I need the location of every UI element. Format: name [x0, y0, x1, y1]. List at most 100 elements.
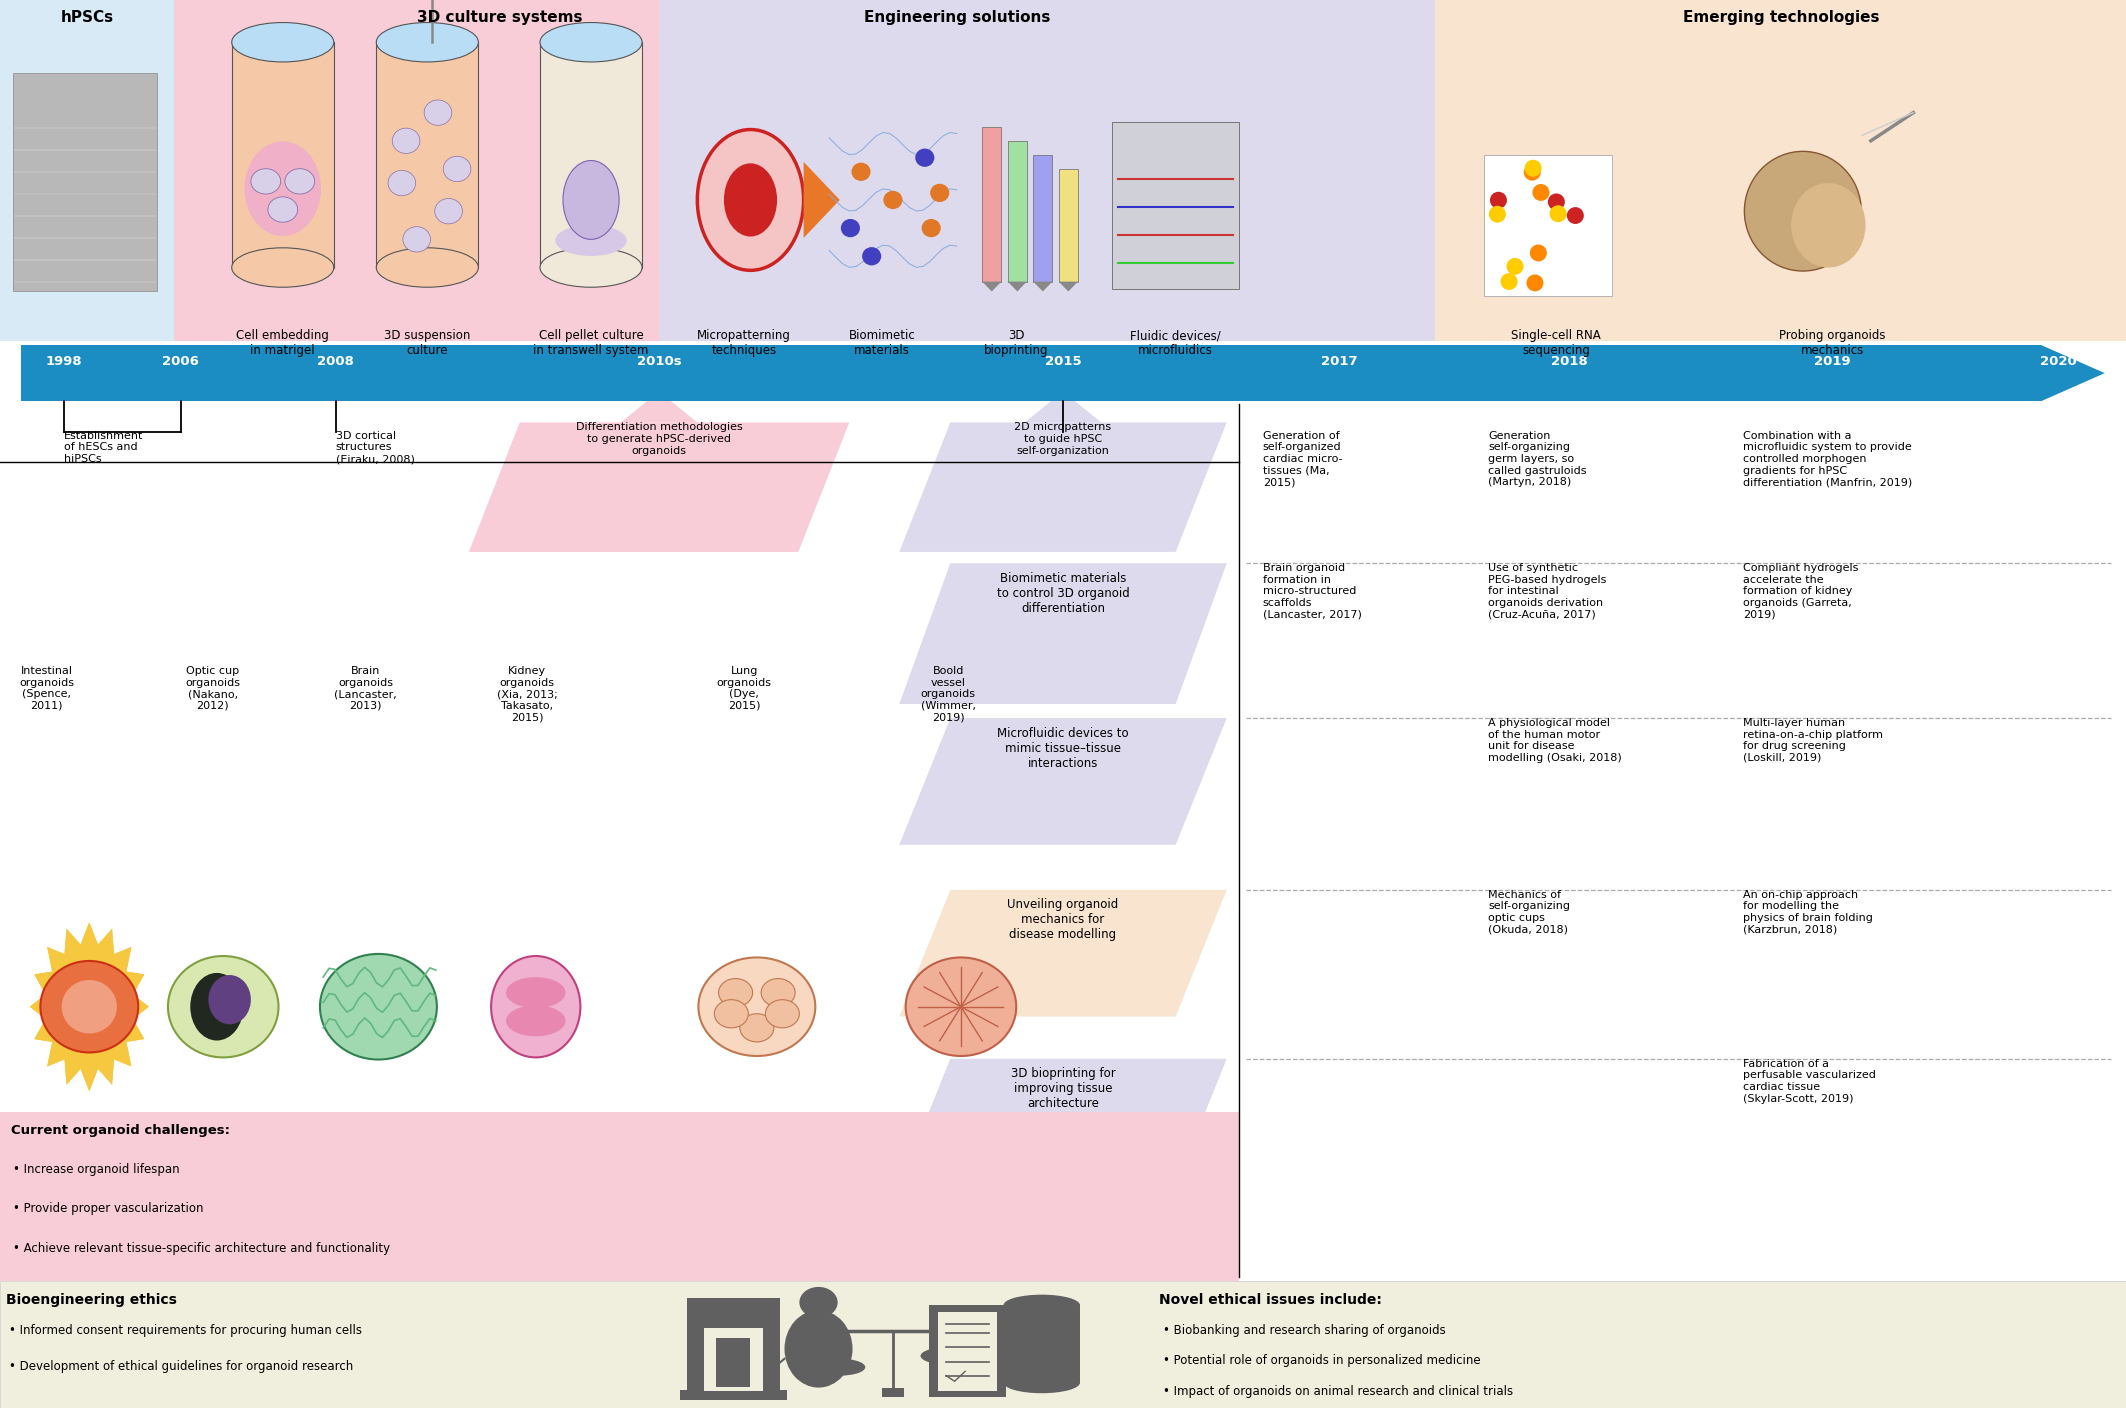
Ellipse shape [1526, 275, 1543, 291]
Ellipse shape [1003, 1349, 1080, 1369]
Text: Lung
organoids
(Dye,
2015): Lung organoids (Dye, 2015) [716, 666, 772, 711]
FancyBboxPatch shape [1435, 0, 2126, 341]
Ellipse shape [1567, 207, 1584, 224]
Polygon shape [30, 922, 149, 1091]
Text: Use of synthetic
PEG-based hydrogels
for intestinal
organoids derivation
(Cruz-A: Use of synthetic PEG-based hydrogels for… [1488, 563, 1607, 620]
Ellipse shape [244, 141, 321, 237]
Ellipse shape [1003, 1371, 1080, 1394]
Ellipse shape [1550, 206, 1567, 222]
Ellipse shape [208, 974, 251, 1025]
Ellipse shape [232, 23, 334, 62]
Ellipse shape [1490, 191, 1507, 208]
Text: • Development of ethical guidelines for organoid research: • Development of ethical guidelines for … [9, 1360, 353, 1373]
FancyBboxPatch shape [1008, 141, 1027, 282]
Ellipse shape [491, 956, 580, 1057]
Polygon shape [1059, 282, 1078, 291]
Text: Cell embedding
in matrigel: Cell embedding in matrigel [236, 329, 330, 358]
Ellipse shape [1743, 152, 1862, 270]
Ellipse shape [719, 979, 753, 1007]
Polygon shape [899, 422, 1227, 552]
Ellipse shape [931, 183, 948, 201]
Ellipse shape [1548, 193, 1565, 210]
Text: 2019: 2019 [1813, 355, 1852, 367]
Text: 2008: 2008 [317, 355, 355, 367]
Text: Unveiling organoid
mechanics for
disease modelling: Unveiling organoid mechanics for disease… [1008, 898, 1118, 942]
Text: Biomimetic materials
to control 3D organoid
differentiation: Biomimetic materials to control 3D organ… [997, 572, 1129, 615]
FancyBboxPatch shape [376, 42, 478, 268]
Text: Probing organoids
mechanics: Probing organoids mechanics [1779, 329, 1886, 358]
Text: Combination with a
microfluidic system to provide
controlled morphogen
gradients: Combination with a microfluidic system t… [1743, 431, 1913, 487]
Ellipse shape [442, 156, 472, 182]
FancyBboxPatch shape [1059, 169, 1078, 282]
Text: 3D suspension
culture: 3D suspension culture [385, 329, 470, 358]
Text: Differentiation methodologies
to generate hPSC-derived
organoids: Differentiation methodologies to generat… [576, 422, 742, 456]
Text: 2017: 2017 [1320, 355, 1359, 367]
Ellipse shape [423, 100, 453, 125]
Text: Generation
self-organizing
germ layers, so
called gastruloids
(Martyn, 2018): Generation self-organizing germ layers, … [1488, 431, 1586, 487]
FancyBboxPatch shape [982, 127, 1001, 282]
FancyBboxPatch shape [232, 42, 334, 268]
Text: Current organoid challenges:: Current organoid challenges: [11, 1124, 230, 1136]
Ellipse shape [387, 170, 417, 196]
FancyBboxPatch shape [174, 0, 659, 341]
FancyBboxPatch shape [1484, 155, 1612, 296]
Ellipse shape [914, 148, 935, 166]
Ellipse shape [697, 130, 804, 270]
Polygon shape [621, 391, 697, 422]
FancyBboxPatch shape [882, 1388, 904, 1397]
Ellipse shape [506, 1005, 566, 1036]
Text: Multi-layer human
retina-on-a-chip platform
for drug screening
(Loskill, 2019): Multi-layer human retina-on-a-chip platf… [1743, 718, 1884, 763]
Ellipse shape [1003, 1295, 1080, 1315]
Text: 2006: 2006 [162, 355, 200, 367]
Text: 3D bioprinting for
improving tissue
architecture: 3D bioprinting for improving tissue arch… [1010, 1067, 1116, 1111]
Text: • Impact of organoids on animal research and clinical trials: • Impact of organoids on animal research… [1163, 1385, 1514, 1398]
Ellipse shape [799, 1287, 838, 1318]
Text: 3D culture systems: 3D culture systems [417, 10, 583, 25]
Ellipse shape [1488, 206, 1505, 222]
Text: 2D micropatterns
to guide hPSC
self-organization: 2D micropatterns to guide hPSC self-orga… [1014, 422, 1112, 456]
Text: • Provide proper vascularization: • Provide proper vascularization [13, 1202, 204, 1215]
Text: Compliant hydrogels
accelerate the
formation of kidney
organoids (Garreta,
2019): Compliant hydrogels accelerate the forma… [1743, 563, 1858, 620]
Polygon shape [30, 922, 149, 1091]
Ellipse shape [884, 190, 904, 208]
Ellipse shape [863, 248, 880, 266]
Text: • Increase organoid lifespan: • Increase organoid lifespan [13, 1163, 179, 1176]
Text: 1998: 1998 [45, 355, 83, 367]
Ellipse shape [191, 973, 242, 1041]
Ellipse shape [850, 163, 872, 182]
Ellipse shape [765, 1000, 799, 1028]
Text: • Achieve relevant tissue-specific architecture and functionality: • Achieve relevant tissue-specific archi… [13, 1242, 389, 1255]
Text: hPSCs: hPSCs [62, 10, 113, 25]
Ellipse shape [319, 955, 438, 1060]
Text: Optic cup
organoids
(Nakano,
2012): Optic cup organoids (Nakano, 2012) [185, 666, 240, 711]
Text: 3D cortical
structures
(Eiraku, 2008): 3D cortical structures (Eiraku, 2008) [336, 431, 415, 465]
Ellipse shape [842, 218, 861, 237]
Ellipse shape [168, 956, 279, 1057]
Ellipse shape [232, 248, 334, 287]
FancyBboxPatch shape [938, 1312, 997, 1391]
Text: Establishment
of hESCs and
hiPSCs: Establishment of hESCs and hiPSCs [64, 431, 142, 465]
Ellipse shape [540, 248, 642, 287]
Text: Single-cell RNA
sequencing: Single-cell RNA sequencing [1512, 329, 1601, 358]
Ellipse shape [555, 225, 627, 256]
Text: Bioengineering ethics: Bioengineering ethics [6, 1293, 176, 1307]
FancyBboxPatch shape [1112, 122, 1239, 289]
Ellipse shape [285, 169, 315, 194]
Ellipse shape [1531, 245, 1548, 262]
Text: 2015: 2015 [1044, 355, 1082, 367]
Polygon shape [1008, 282, 1027, 291]
Ellipse shape [436, 199, 463, 224]
FancyBboxPatch shape [1033, 155, 1052, 282]
Ellipse shape [40, 960, 138, 1053]
Polygon shape [1033, 282, 1052, 291]
Text: Kidney
organoids
(Xia, 2013;
Takasato,
2015): Kidney organoids (Xia, 2013; Takasato, 2… [497, 666, 557, 722]
Ellipse shape [1003, 1321, 1080, 1340]
Text: Fabrication of a
perfusable vascularized
cardiac tissue
(Skylar-Scott, 2019): Fabrication of a perfusable vascularized… [1743, 1059, 1875, 1104]
FancyBboxPatch shape [0, 1112, 1239, 1281]
Ellipse shape [1524, 159, 1541, 176]
Polygon shape [899, 1059, 1227, 1186]
Polygon shape [2041, 345, 2105, 401]
Ellipse shape [376, 23, 478, 62]
Text: Intestinal
organoids
(Spence,
2011): Intestinal organoids (Spence, 2011) [19, 666, 74, 711]
Polygon shape [899, 890, 1227, 1017]
